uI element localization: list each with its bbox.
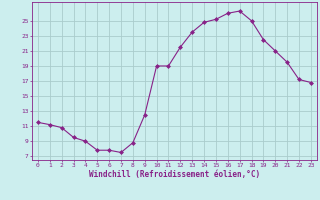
X-axis label: Windchill (Refroidissement éolien,°C): Windchill (Refroidissement éolien,°C) bbox=[89, 170, 260, 179]
